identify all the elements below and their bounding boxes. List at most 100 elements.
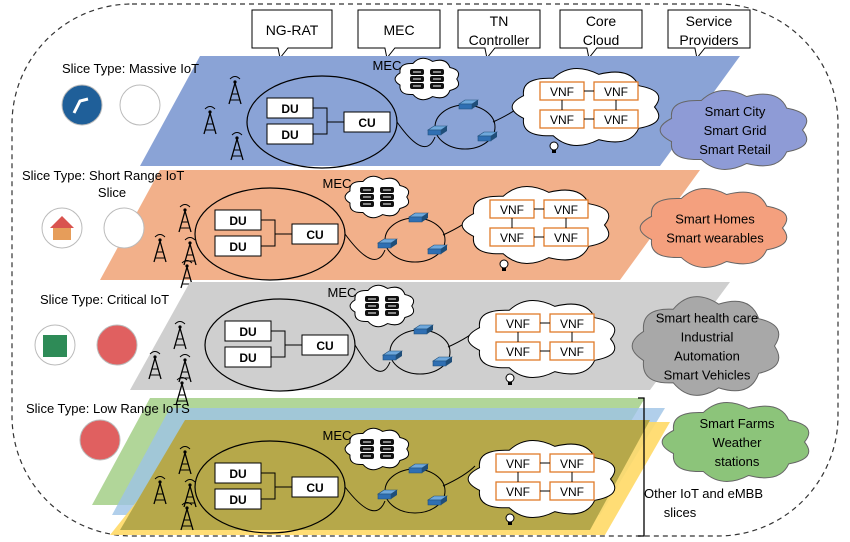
vnf-label: VNF	[560, 485, 584, 499]
du-label: DU	[229, 467, 246, 481]
server-icon	[379, 186, 395, 208]
mec-cloud	[344, 427, 410, 471]
slice-type-label: Slice Type: Critical IoT	[40, 292, 169, 307]
mec-label: MEC	[323, 176, 352, 191]
vnf-label: VNF	[506, 345, 530, 359]
du-label: DU	[229, 493, 246, 507]
service-label: Smart wearables	[666, 231, 764, 246]
header-box-outline	[559, 9, 643, 60]
header-box-label: TN	[490, 13, 509, 29]
slice-layer: Slice Type: Massive IoT DU DU CU MEC VNF VNF VN…	[61, 56, 808, 170]
factory-gear-icon	[119, 84, 161, 126]
server-icon	[359, 186, 375, 208]
device-icon	[79, 419, 121, 461]
smart-home-icon	[53, 228, 71, 240]
header-box: MEC	[357, 9, 441, 60]
device-icon	[61, 84, 103, 126]
service-cloud	[659, 90, 808, 170]
du-label: DU	[229, 240, 246, 254]
vnf-label: VNF	[500, 203, 524, 217]
du-label: DU	[239, 351, 256, 365]
server-icon	[429, 68, 445, 90]
header-box-label: Providers	[679, 32, 738, 48]
vnf-links	[561, 90, 617, 120]
header-box-outline	[357, 9, 441, 60]
header-box-label: Cloud	[583, 32, 620, 48]
du-label: DU	[281, 128, 298, 142]
vnf-links	[517, 462, 573, 492]
smart-home-icon	[50, 216, 74, 228]
service-label: Smart Grid	[704, 123, 767, 138]
service-label: stations	[715, 454, 760, 469]
health-app-icon	[96, 324, 138, 366]
header-box-outline	[251, 9, 333, 60]
outer-boundary	[11, 3, 839, 537]
vnf-label: VNF	[554, 203, 578, 217]
slice-layer: Slice Type: Short Range IoT Slice DU DU CU ME…	[22, 168, 788, 289]
vnf-label: VNF	[506, 317, 530, 331]
backhaul-link	[354, 344, 391, 372]
header-box-label: Controller	[469, 32, 530, 48]
mec-cloud	[394, 57, 460, 101]
service-label: Industrial	[681, 330, 734, 345]
cu-label: CU	[306, 481, 323, 495]
mec-cloud	[349, 284, 415, 328]
service-cloud	[639, 188, 788, 268]
header-box-label: MEC	[383, 22, 414, 38]
server-icon	[379, 438, 395, 460]
header-box-label: NG-RAT	[266, 22, 319, 38]
service-cloud	[631, 296, 780, 396]
service-label: Automation	[674, 349, 740, 364]
cu-label: CU	[316, 339, 333, 353]
server-icon	[364, 295, 380, 317]
header-box: Core Cloud	[559, 9, 643, 60]
backhaul-link	[344, 486, 386, 512]
slice-layer: Slice Type: Critical IoT DU DU CU MEC VNF VNF V…	[34, 282, 780, 406]
vnf-label: VNF	[550, 113, 574, 127]
vnf-label: VNF	[604, 113, 628, 127]
backhaul-link	[396, 121, 436, 147]
vnf-label: VNF	[560, 317, 584, 331]
cu-label: CU	[358, 116, 375, 130]
network-hub-icon	[103, 207, 145, 249]
vnf-label: VNF	[500, 231, 524, 245]
slice-type-label: Slice Type: Massive IoT	[62, 61, 199, 76]
service-label: Smart health care	[656, 311, 759, 326]
service-label: Smart Farms	[699, 416, 775, 431]
header-box: Service Providers	[667, 9, 751, 60]
slice-type-label: Slice	[98, 185, 126, 200]
mec-cloud	[344, 175, 410, 219]
backhaul-link	[344, 233, 386, 260]
header-box-label: Service	[686, 13, 733, 29]
slice-type-label: Slice Type: Short Range IoT	[22, 168, 184, 183]
mec-label: MEC	[328, 285, 357, 300]
service-label: Smart Homes	[675, 212, 755, 227]
other-slices-brace: Other IoT and eMBB slices	[638, 397, 763, 537]
header-box: TN Controller	[457, 9, 541, 60]
service-label: Smart Vehicles	[664, 368, 751, 383]
du-cu-link	[271, 330, 302, 358]
du-cu-link	[313, 107, 344, 135]
brace-line	[638, 397, 645, 537]
slice-layer: Slice Type: Low Range IoTS DU DU CU MEC VNF VN…	[26, 401, 810, 534]
mec-label: MEC	[323, 428, 352, 443]
vnf-label: VNF	[550, 85, 574, 99]
header-box-outline	[667, 9, 751, 60]
du-label: DU	[281, 102, 298, 116]
vnf-label: VNF	[560, 457, 584, 471]
server-icon	[384, 295, 400, 317]
robot-arm-icon	[72, 97, 89, 114]
vnf-label: VNF	[506, 457, 530, 471]
cu-label: CU	[306, 228, 323, 242]
vnf-label: VNF	[554, 231, 578, 245]
du-label: DU	[239, 325, 256, 339]
header-box-outline	[457, 9, 541, 60]
vnf-label: VNF	[506, 485, 530, 499]
vnf-links	[511, 208, 567, 238]
server-icon	[359, 438, 375, 460]
vnf-label: VNF	[560, 345, 584, 359]
du-cu-link	[261, 219, 292, 247]
header-box-label: Core	[586, 13, 617, 29]
du-label: DU	[229, 214, 246, 228]
